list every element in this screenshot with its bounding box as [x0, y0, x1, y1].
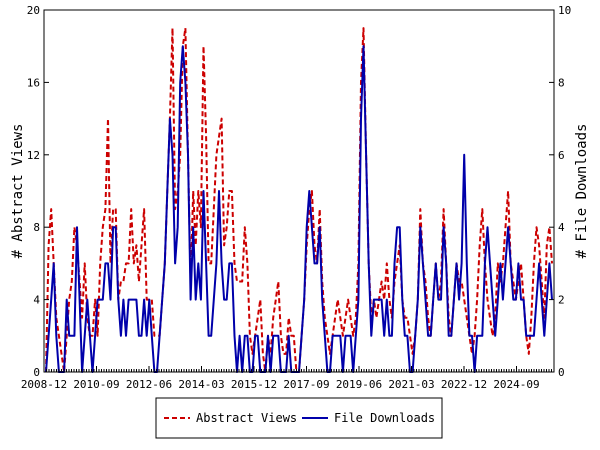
y-left-tick-label: 12 — [27, 149, 40, 162]
legend-box — [155, 397, 443, 439]
y-right-axis: 0 2 4 6 8 10 — [549, 4, 571, 379]
x-tick-label: 2017-09 — [283, 378, 329, 391]
legend-label-abstract-views: Abstract Views — [196, 411, 297, 425]
y-left-tick-label: 4 — [33, 294, 40, 307]
y-left-tick-label: 8 — [33, 221, 40, 234]
y-right-tick-label: 2 — [558, 294, 565, 307]
y-left-axis: 0 4 8 12 16 20 — [27, 4, 49, 379]
x-tick-label: 2015-12 — [231, 378, 277, 391]
y-right-tick-label: 8 — [558, 76, 565, 89]
x-axis-labels: 2008-12 2010-09 2012-06 2014-03 2015-12 2017-… — [21, 378, 540, 391]
y-right-tick-label: 4 — [558, 221, 565, 234]
plot-frame — [43, 9, 555, 373]
y-left-tick-label: 20 — [27, 4, 40, 17]
x-tick-label: 2024-09 — [493, 378, 539, 391]
x-tick-label: 2022-12 — [441, 378, 487, 391]
y-left-tick-label: 16 — [27, 76, 40, 89]
x-tick-label: 2021-03 — [388, 378, 434, 391]
y-right-tick-label: 0 — [558, 366, 565, 379]
y-right-tick-label: 6 — [558, 149, 565, 162]
x-tick-label: 2010-09 — [73, 378, 119, 391]
x-tick-label: 2012-06 — [126, 378, 172, 391]
y-right-axis-title: # File Downloads — [574, 124, 590, 259]
plot-lines — [45, 27, 553, 373]
legend: Abstract Views File Downloads — [155, 397, 443, 439]
y-left-tick-label: 0 — [33, 366, 40, 379]
x-tick-label: 2008-12 — [21, 378, 67, 391]
x-tick-label: 2014-03 — [178, 378, 224, 391]
y-left-axis-title: # Abstract Views — [10, 124, 26, 259]
series-line-file-downloads — [45, 45, 553, 373]
y-right-tick-label: 10 — [558, 4, 571, 17]
legend-label-file-downloads: File Downloads — [334, 411, 435, 425]
x-tick-label: 2019-06 — [336, 378, 382, 391]
